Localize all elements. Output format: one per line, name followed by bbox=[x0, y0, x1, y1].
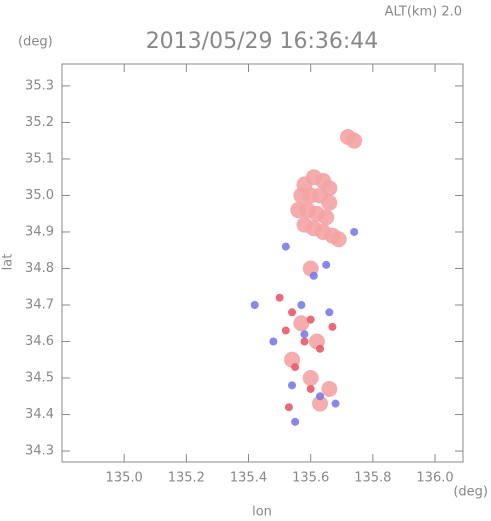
y-tick-label: 35.1 bbox=[25, 151, 54, 166]
plot-frame bbox=[61, 63, 464, 463]
echo-point bbox=[331, 399, 340, 408]
echo-point bbox=[322, 260, 331, 269]
echo-point bbox=[318, 209, 335, 226]
echo-point bbox=[325, 308, 334, 317]
echo-point bbox=[350, 227, 359, 236]
y-tick-label: 35.3 bbox=[25, 78, 54, 93]
echo-point bbox=[306, 384, 315, 393]
echo-point bbox=[330, 231, 347, 248]
subtitle: ALT(km) 2.0 bbox=[385, 5, 462, 20]
echo-point bbox=[312, 395, 329, 412]
x-tick-label: 136.0 bbox=[416, 471, 453, 486]
y-unit: (deg) bbox=[18, 35, 53, 50]
echo-point bbox=[316, 392, 325, 401]
y-tick-label: 34.6 bbox=[25, 334, 54, 349]
y-tick-label: 34.8 bbox=[25, 261, 54, 276]
echo-point bbox=[293, 315, 310, 332]
y-tick-label: 34.4 bbox=[25, 407, 54, 422]
echo-point bbox=[328, 322, 337, 331]
y-tick-label: 35.2 bbox=[25, 115, 54, 130]
y-tick-label: 34.7 bbox=[25, 297, 54, 312]
echo-point bbox=[281, 242, 290, 251]
echo-point bbox=[302, 370, 319, 387]
echo-point bbox=[288, 381, 297, 390]
echo-point bbox=[306, 315, 315, 324]
y-tick-label: 35.0 bbox=[25, 188, 54, 203]
echo-point bbox=[281, 326, 290, 335]
echo-point bbox=[291, 417, 300, 426]
echo-point bbox=[291, 363, 300, 372]
x-tick-label: 135.4 bbox=[230, 471, 267, 486]
echo-point bbox=[316, 344, 325, 353]
echo-point bbox=[297, 300, 306, 309]
chart-title: 2013/05/29 16:36:44 bbox=[146, 29, 379, 54]
echo-point bbox=[300, 337, 309, 346]
y-tick-label: 34.9 bbox=[25, 224, 54, 239]
x-tick-label: 135.6 bbox=[292, 471, 329, 486]
x-label: lon bbox=[252, 505, 272, 520]
echo-point bbox=[288, 308, 297, 317]
echo-point bbox=[321, 194, 338, 211]
echo-point bbox=[309, 271, 318, 280]
x-unit: (deg) bbox=[453, 485, 488, 500]
echo-point bbox=[346, 132, 363, 149]
x-tick-label: 135.2 bbox=[168, 471, 205, 486]
y-label: lat bbox=[1, 254, 16, 271]
echo-point bbox=[275, 293, 284, 302]
y-tick-label: 34.5 bbox=[25, 371, 54, 386]
echo-point bbox=[300, 330, 309, 339]
echo-point bbox=[269, 337, 278, 346]
x-tick-label: 135.8 bbox=[354, 471, 391, 486]
echo-point bbox=[284, 403, 293, 412]
echo-point bbox=[321, 380, 338, 397]
x-tick-label: 135.0 bbox=[106, 471, 143, 486]
y-tick-label: 34.3 bbox=[25, 444, 54, 459]
echo-point bbox=[250, 300, 259, 309]
